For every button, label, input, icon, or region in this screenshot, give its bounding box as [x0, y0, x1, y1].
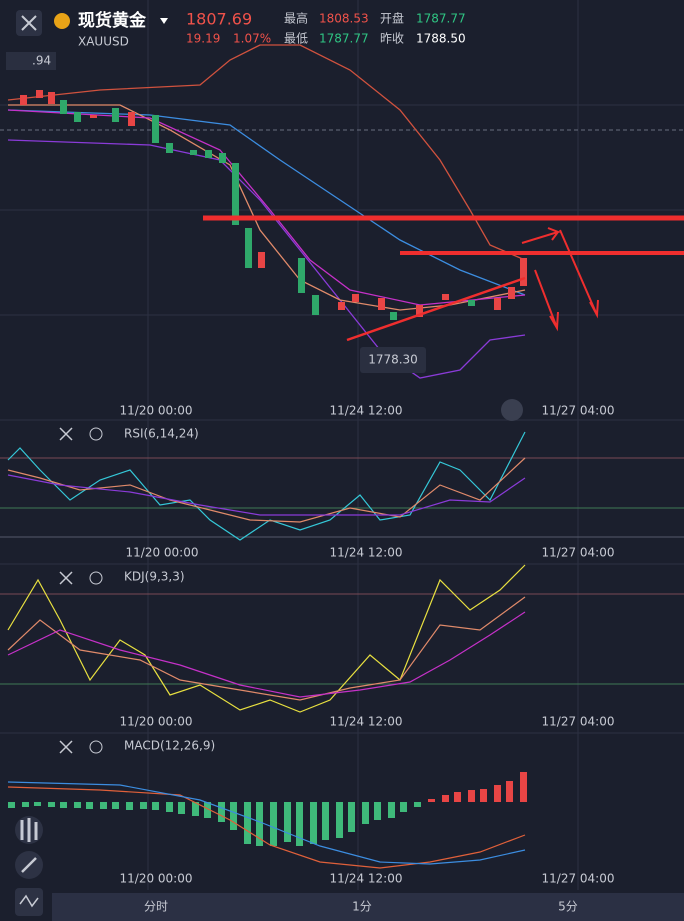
price: 1807.69 — [186, 10, 252, 29]
time-label: 11/20 00:00 — [126, 546, 199, 560]
time-label: 11/27 04:00 — [542, 715, 615, 729]
close-indicator[interactable] — [59, 571, 73, 585]
time-label: 11/24 12:00 — [330, 872, 403, 886]
macd-bars-neg — [8, 802, 421, 846]
time-label: 11/27 04:00 — [542, 546, 615, 560]
instrument-name: 现货黄金 — [78, 10, 147, 31]
tab[interactable]: 5分 — [558, 900, 578, 914]
wave-icon — [19, 894, 39, 908]
time-label: 11/24 12:00 — [330, 715, 403, 729]
stat-label: 开盘 — [380, 11, 404, 26]
time-label: 11/27 04:00 — [542, 404, 615, 418]
bollinger-lines — [7, 44, 526, 379]
settings-icon[interactable] — [89, 740, 103, 754]
time-label: 11/20 00:00 — [120, 715, 193, 729]
time-label: 11/20 00:00 — [120, 404, 193, 418]
time-label: 11/24 12:00 — [330, 546, 403, 560]
gold-icon — [54, 13, 70, 29]
rsi-lines — [7, 431, 526, 541]
toggle[interactable] — [501, 399, 523, 421]
grid — [0, 0, 684, 890]
candles — [20, 90, 527, 320]
time-label: 11/24 12:00 — [330, 404, 403, 418]
dropdown[interactable] — [160, 18, 168, 24]
close-indicator[interactable] — [59, 740, 73, 754]
stat-value: 1787.77 — [319, 32, 369, 46]
time-label: 11/20 00:00 — [120, 872, 193, 886]
change-pct: 1.07% — [233, 32, 271, 46]
price-marker: 1778.30 — [368, 353, 418, 367]
time-label: 11/27 04:00 — [542, 872, 615, 886]
close-icon — [21, 15, 37, 31]
stat-label: 昨收 — [380, 32, 404, 46]
kdj-lines — [7, 564, 526, 713]
annotations — [203, 215, 684, 342]
macd-bars-pos — [428, 772, 527, 802]
settings-icon[interactable] — [89, 427, 103, 441]
stat-value: 1808.53 — [319, 12, 369, 26]
settings-icon[interactable] — [89, 571, 103, 585]
stat-label: 最高 — [284, 11, 308, 26]
indicator-label: RSI(6,14,24) — [124, 427, 199, 441]
tab[interactable]: 分时 — [144, 900, 168, 914]
symbol: XAUUSD — [78, 35, 129, 49]
indicator-label: KDJ(9,3,3) — [124, 570, 185, 584]
left-label-bg — [6, 52, 56, 70]
left-label: .94 — [32, 54, 51, 68]
tab[interactable]: 1分 — [352, 900, 372, 914]
pen-icon — [21, 857, 37, 873]
tab-bar — [52, 893, 684, 921]
stat-value: 1788.50 — [416, 32, 466, 46]
macd-lines — [7, 781, 526, 869]
candle-icon — [20, 818, 38, 842]
price-marker-bg — [360, 347, 426, 373]
change: 19.19 — [186, 32, 220, 46]
indicator-label: MACD(12,26,9) — [124, 739, 215, 753]
stat-label: 最低 — [284, 32, 308, 46]
stat-value: 1787.77 — [416, 12, 466, 26]
close-indicator[interactable] — [59, 427, 73, 441]
